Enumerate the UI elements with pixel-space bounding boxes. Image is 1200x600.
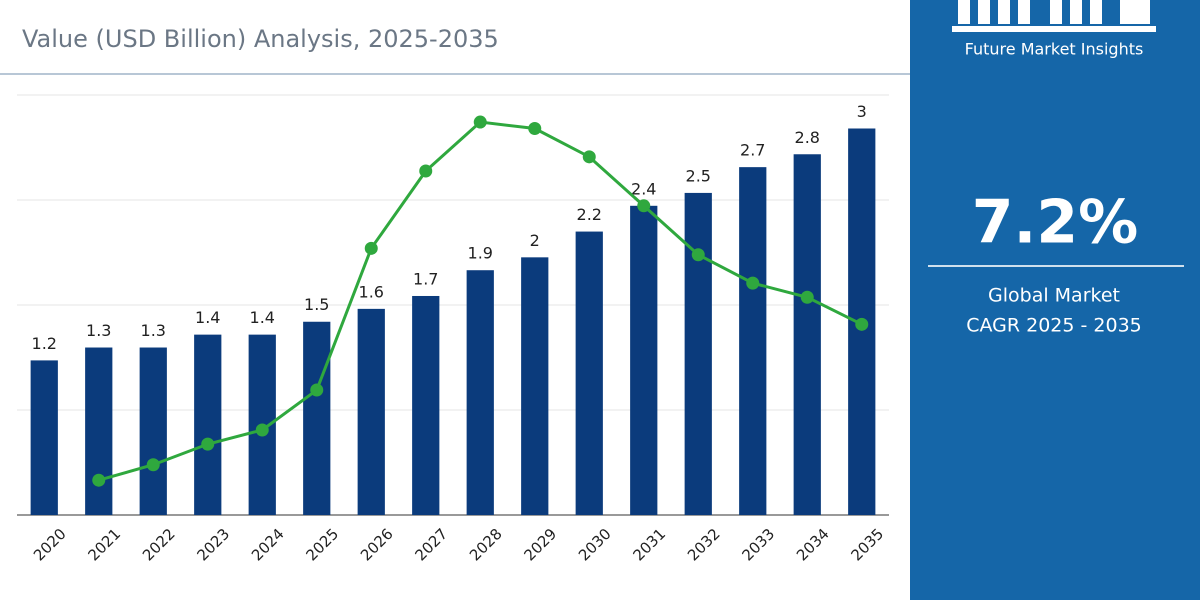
- line-point: [528, 121, 542, 135]
- data-label: 2.8: [795, 128, 820, 147]
- line-point: [364, 241, 378, 255]
- cagr-caption: CAGR 2025 - 2035: [966, 315, 1142, 337]
- bar: [630, 205, 658, 515]
- bar: [85, 347, 113, 515]
- line-point: [473, 115, 487, 129]
- line-point: [419, 164, 433, 178]
- line-point: [746, 276, 760, 290]
- data-label: 1.7: [413, 269, 438, 288]
- bar: [357, 308, 385, 515]
- data-label: 2.4: [631, 179, 656, 198]
- data-label: 2.7: [740, 141, 765, 160]
- line-point: [92, 473, 106, 487]
- bar: [30, 360, 58, 515]
- chart-title: Value (USD Billion) Analysis, 2025-2035: [22, 25, 499, 53]
- data-label: 3: [857, 102, 867, 121]
- chart-background: [0, 0, 910, 600]
- data-label: 1.5: [304, 295, 329, 314]
- line-point: [855, 317, 869, 331]
- info-panel: [910, 0, 1200, 600]
- line-point: [637, 199, 651, 213]
- data-label: 1.3: [86, 321, 111, 340]
- line-point: [800, 290, 814, 304]
- line-point: [201, 437, 215, 451]
- cagr-caption: Global Market: [988, 285, 1120, 307]
- line-point: [310, 383, 324, 397]
- bar: [412, 295, 440, 515]
- brand-name: Future Market Insights: [965, 40, 1144, 59]
- bar: [303, 321, 331, 515]
- data-label: 1.2: [32, 334, 57, 353]
- logo-icon: [952, 0, 1156, 32]
- bar: [466, 270, 494, 515]
- bar: [194, 334, 222, 515]
- data-label: 1.4: [195, 308, 220, 327]
- data-label: 2.2: [577, 205, 602, 224]
- line-point: [582, 150, 596, 164]
- data-label: 1.4: [250, 308, 275, 327]
- data-label: 1.6: [359, 282, 384, 301]
- line-point: [691, 248, 705, 262]
- cagr-value: 7.2%: [972, 188, 1138, 258]
- data-label: 1.3: [141, 321, 166, 340]
- line-point: [255, 423, 269, 437]
- bar: [521, 257, 549, 515]
- line-point: [146, 458, 160, 472]
- data-label: 1.9: [468, 244, 493, 263]
- bar: [684, 192, 712, 515]
- bar: [739, 167, 767, 516]
- data-label: 2.5: [686, 166, 711, 185]
- bar: [793, 154, 821, 516]
- bar: [139, 347, 167, 515]
- data-label: 2: [530, 231, 540, 250]
- bar: [575, 231, 603, 515]
